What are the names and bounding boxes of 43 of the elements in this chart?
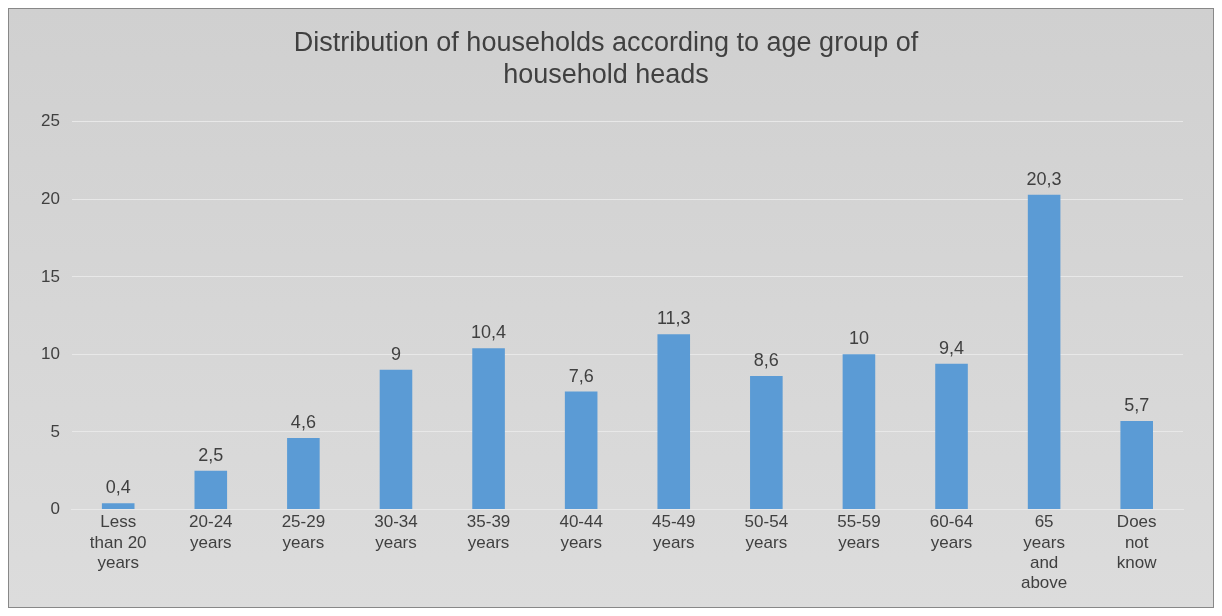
data-label: 8,6 — [753, 350, 779, 371]
y-tick-label: 10 — [40, 344, 60, 364]
bar — [935, 363, 968, 509]
bar — [842, 354, 876, 509]
bar — [564, 391, 598, 509]
data-label: 4,6 — [290, 412, 316, 433]
data-label: 2,5 — [198, 444, 224, 465]
bar — [1027, 194, 1061, 509]
data-label: 7,6 — [568, 365, 594, 386]
data-label: 9 — [390, 343, 401, 364]
x-tick-label: 35-39 years — [466, 512, 511, 552]
y-tick-label: 15 — [40, 266, 60, 286]
x-tick-label: Less than 20 years — [89, 512, 147, 573]
y-tick-label: 20 — [40, 189, 60, 209]
x-tick-label: 55-59 years — [837, 512, 881, 552]
bar — [194, 470, 228, 509]
data-label: 0,4 — [105, 477, 131, 498]
data-label: 11,3 — [656, 308, 691, 329]
bar — [750, 376, 783, 509]
data-label: 10,4 — [471, 322, 507, 343]
x-tick-label: 30-34 years — [374, 512, 418, 552]
y-tick-label: 25 — [40, 111, 60, 131]
x-tick-label: Does not know — [1116, 512, 1158, 573]
y-tick-label: 5 — [50, 421, 60, 441]
x-tick-label: 45-49 years — [652, 512, 696, 552]
y-tick-label: 0 — [50, 499, 60, 519]
bar — [1120, 421, 1153, 509]
data-label: 20,3 — [1026, 168, 1062, 189]
x-tick-label: 40-44 years — [559, 512, 603, 552]
x-tick-label: 25-29 years — [281, 512, 326, 552]
x-tick-label: 60-64 years — [929, 512, 974, 552]
x-tick-label: 50-54 years — [744, 512, 789, 552]
x-tick-label: 20-24 years — [189, 512, 233, 552]
bar — [379, 369, 413, 509]
data-label: 5,7 — [1124, 395, 1150, 415]
data-label: 10 — [848, 328, 869, 349]
chart-title: Distribution of households according to age group of household heads — [293, 26, 919, 90]
bar — [287, 438, 320, 509]
bar — [657, 334, 691, 509]
data-label: 9,4 — [939, 337, 965, 358]
x-tick-label: 65 years and above — [1020, 512, 1068, 593]
bar — [101, 503, 135, 509]
bar — [472, 348, 505, 509]
